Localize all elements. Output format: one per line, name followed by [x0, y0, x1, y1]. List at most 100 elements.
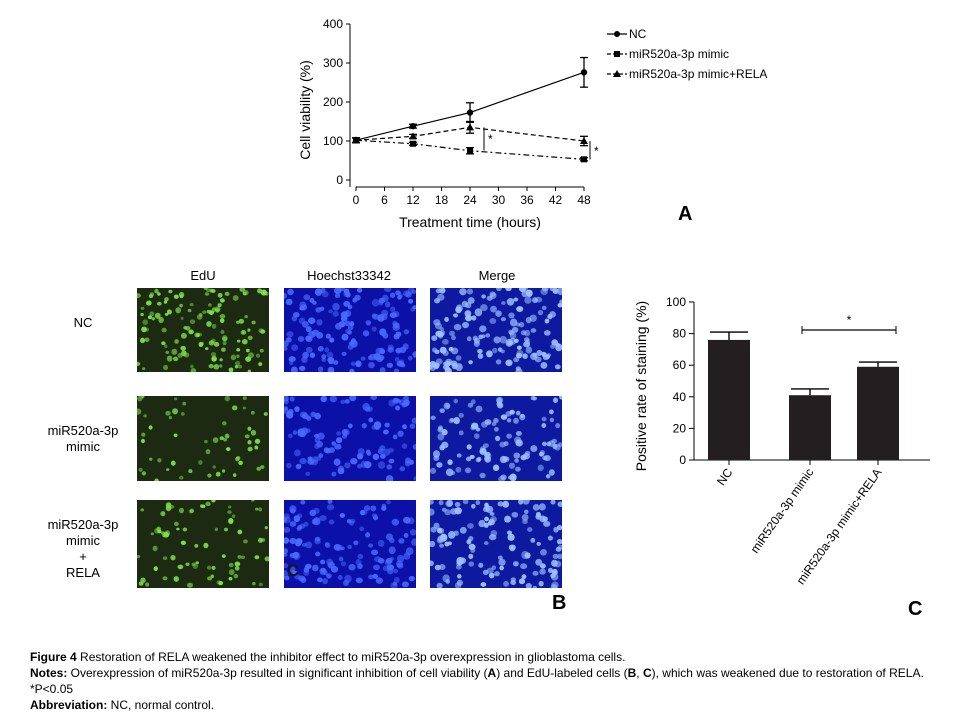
cell-nucleus: [332, 310, 339, 317]
significance-star: *: [847, 313, 852, 327]
cell-nucleus: [513, 452, 521, 459]
cell-nucleus: [317, 366, 324, 372]
cell-nucleus: [401, 581, 409, 588]
cell-nucleus: [234, 561, 241, 567]
cell-viability-line-chart: 0 100 200 300 400 0 6 12 18 24 30 36 42 48 Treatment t…: [297, 17, 767, 230]
cell-nucleus: [534, 296, 543, 303]
cell-nucleus: [395, 331, 402, 337]
row-label-mimic: miR520a-3p mimic: [28, 423, 138, 455]
cell-nucleus: [553, 526, 559, 533]
cell-nucleus: [513, 297, 519, 302]
cell-nucleus: [311, 518, 319, 525]
cell-nucleus: [494, 571, 500, 577]
cell-nucleus: [450, 347, 459, 355]
cell-nucleus: [453, 323, 462, 331]
cell-nucleus: [341, 333, 349, 341]
caption-notes-mid2: ,: [636, 666, 643, 680]
cell-nucleus: [227, 505, 232, 509]
caption-notes-pre: Overexpression of miR520a-3p resulted in…: [67, 666, 488, 680]
cell-nucleus: [209, 288, 214, 293]
cell-nucleus: [444, 509, 451, 516]
cell-nucleus: [348, 341, 355, 346]
caption-figure-text: Restoration of RELA weakened the inhibit…: [76, 650, 626, 664]
cell-nucleus: [231, 405, 238, 411]
legend-label-2: miR520a-3p mimic+RELA: [629, 67, 767, 81]
cell-nucleus: [512, 561, 519, 567]
cell-nucleus: [502, 456, 509, 461]
column-header-edu: EdU: [190, 268, 216, 283]
cell-nucleus: [513, 417, 519, 424]
cell-nucleus: [198, 341, 204, 347]
cell-nucleus: [520, 413, 525, 418]
caption-figure-label: Figure 4: [30, 650, 77, 664]
micrograph-hoechst-mimic: [284, 396, 416, 481]
cell-nucleus: [536, 350, 543, 356]
y-tick-label: 20: [673, 421, 687, 435]
cell-nucleus: [263, 412, 268, 416]
row-label-nc-line: NC: [73, 315, 93, 330]
cell-nucleus: [222, 341, 227, 346]
cell-nucleus: [174, 397, 178, 401]
cell-nucleus: [372, 573, 379, 579]
cell-nucleus: [412, 351, 416, 358]
cell-nucleus: [477, 349, 483, 354]
cell-nucleus: [387, 347, 394, 353]
cell-nucleus: [453, 313, 458, 318]
cell-nucleus: [513, 357, 520, 363]
cell-nucleus: [523, 341, 531, 348]
cell-nucleus: [300, 500, 306, 505]
cell-nucleus: [206, 565, 212, 570]
cell-nucleus: [240, 555, 246, 560]
cell-nucleus: [434, 564, 442, 571]
cell-nucleus: [321, 290, 329, 298]
data-point: [580, 69, 588, 76]
cell-nucleus: [466, 336, 472, 342]
cell-nucleus: [347, 423, 353, 429]
cell-nucleus: [258, 507, 263, 512]
cell-nucleus: [496, 398, 503, 405]
cell-nucleus: [288, 433, 293, 439]
cell-nucleus: [495, 359, 502, 365]
cell-nucleus: [494, 435, 501, 442]
cell-nucleus: [179, 303, 183, 308]
cell-nucleus: [332, 303, 340, 311]
cell-nucleus: [171, 348, 178, 355]
cell-nucleus: [445, 468, 454, 477]
micrograph-background: [137, 500, 269, 588]
cell-nucleus: [173, 433, 178, 438]
cell-nucleus: [161, 531, 165, 535]
cell-nucleus: [458, 412, 464, 418]
cell-nucleus: [456, 579, 464, 586]
row-label-rela-line2: mimic: [66, 533, 100, 548]
cell-nucleus: [296, 513, 303, 519]
cell-nucleus: [555, 546, 562, 552]
cell-nucleus: [361, 509, 368, 515]
cell-nucleus: [321, 354, 327, 360]
cell-nucleus: [500, 317, 506, 322]
cell-nucleus: [150, 532, 154, 536]
cell-nucleus: [344, 574, 352, 583]
cell-nucleus: [432, 347, 437, 353]
cell-nucleus: [335, 437, 343, 444]
cell-nucleus: [318, 453, 324, 459]
x-tick-label: 0: [353, 193, 360, 207]
cell-nucleus: [202, 310, 207, 314]
cell-nucleus: [492, 347, 498, 354]
cell-nucleus: [350, 457, 358, 465]
cell-nucleus: [234, 565, 240, 571]
bar-0: [708, 339, 750, 460]
cell-nucleus: [484, 419, 492, 426]
cell-nucleus: [541, 305, 547, 311]
cell-nucleus: [176, 527, 180, 531]
cell-nucleus: [164, 344, 168, 349]
cell-nucleus: [285, 298, 293, 306]
cell-nucleus: [518, 578, 526, 585]
cell-nucleus: [137, 408, 142, 415]
cell-nucleus: [289, 537, 297, 545]
cell-nucleus: [508, 475, 513, 480]
cell-nucleus: [438, 425, 443, 431]
cell-nucleus: [520, 454, 527, 461]
cell-nucleus: [536, 541, 541, 546]
cell-nucleus: [236, 320, 240, 324]
cell-nucleus: [467, 297, 475, 304]
